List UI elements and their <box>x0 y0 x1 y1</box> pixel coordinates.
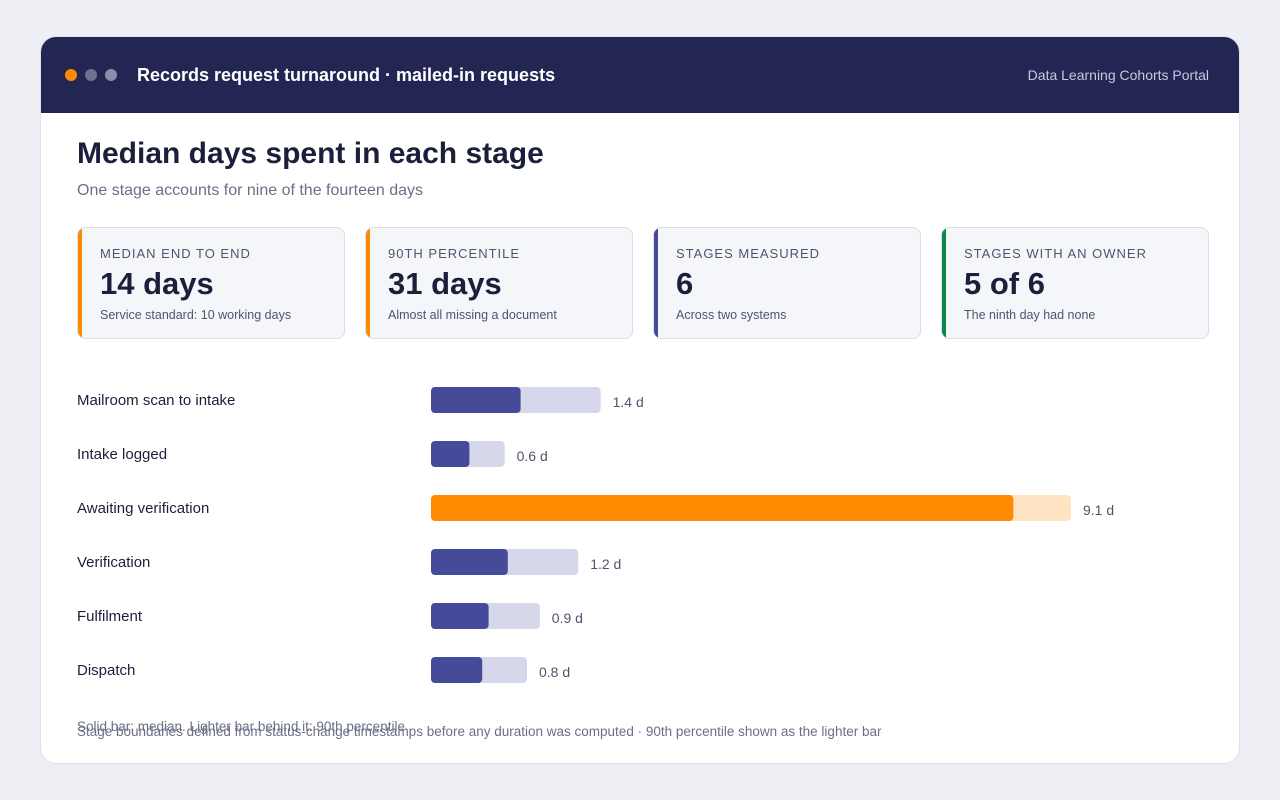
median-bar[interactable] <box>431 387 521 413</box>
median-bar[interactable] <box>431 657 483 683</box>
kpi-label: 90TH PERCENTILE <box>388 246 521 261</box>
stage-duration-chart: Mailroom scan to intake 1.4 d Intake logge… <box>77 387 1114 683</box>
page-subtitle: One stage accounts for nine of the fourt… <box>77 182 423 199</box>
kpi-note: Almost all missing a document <box>388 308 557 322</box>
stage-label: Awaiting verification <box>77 500 209 517</box>
value-label: 0.8 d <box>539 664 570 680</box>
value-label: 1.2 d <box>590 556 621 572</box>
portal-name[interactable]: Data Learning Cohorts Portal <box>1027 67 1209 83</box>
chart-legend-text: Solid bar: median. Lighter bar behind it… <box>77 719 405 734</box>
window-title: Records request turnaround · mailed-in r… <box>137 64 556 85</box>
value-label: 1.4 d <box>613 394 644 410</box>
kpi-label: STAGES WITH AN OWNER <box>964 246 1147 261</box>
kpi-note: Across two systems <box>676 308 787 322</box>
value-label: 9.1 d <box>1083 502 1114 518</box>
kpi-card-p90: 90TH PERCENTILE 31 days Almost all missi… <box>365 227 633 339</box>
kpi-accent <box>78 228 82 338</box>
kpi-value: 31 days <box>388 266 502 301</box>
kpi-value: 6 <box>676 266 694 301</box>
value-label: 0.6 d <box>517 448 548 464</box>
maximize-dot-icon[interactable] <box>105 69 117 81</box>
stage-label: Intake logged <box>77 446 167 463</box>
kpi-note: The ninth day had none <box>964 308 1096 322</box>
stage-label: Dispatch <box>77 662 135 679</box>
stage-label: Fulfilment <box>77 608 143 625</box>
kpi-card-owner: STAGES WITH AN OWNER 5 of 6 The ninth da… <box>941 227 1209 339</box>
close-dot-icon[interactable] <box>65 69 77 81</box>
stage-label: Verification <box>77 554 150 571</box>
median-bar[interactable] <box>431 603 489 629</box>
kpi-card-stages: STAGES MEASURED 6 Across two systems <box>653 227 921 339</box>
kpi-note: Service standard: 10 working days <box>100 308 292 322</box>
kpi-value: 14 days <box>100 266 214 301</box>
kpi-accent <box>366 228 370 338</box>
chart-footnote: Stage boundaries defined from status-cha… <box>77 724 882 739</box>
report-window: Records request turnaround · mailed-in r… <box>40 36 1240 764</box>
value-label: 0.9 d <box>552 610 583 626</box>
minimize-dot-icon[interactable] <box>85 69 97 81</box>
window-controls <box>65 69 117 81</box>
kpi-label: MEDIAN END TO END <box>100 246 251 261</box>
median-bar[interactable] <box>431 549 508 575</box>
kpi-row: MEDIAN END TO END 14 days Service standa… <box>77 227 1209 339</box>
kpi-label: STAGES MEASURED <box>676 246 821 261</box>
kpi-accent <box>654 228 658 338</box>
kpi-accent <box>942 228 946 338</box>
median-bar[interactable] <box>431 441 470 467</box>
stage-label: Mailroom scan to intake <box>77 392 235 409</box>
median-bar[interactable] <box>431 495 1014 521</box>
kpi-card-median: MEDIAN END TO END 14 days Service standa… <box>77 227 345 339</box>
kpi-value: 5 of 6 <box>964 266 1045 301</box>
page-title: Median days spent in each stage <box>77 137 544 170</box>
title-bar: Records request turnaround · mailed-in r… <box>41 37 1239 113</box>
